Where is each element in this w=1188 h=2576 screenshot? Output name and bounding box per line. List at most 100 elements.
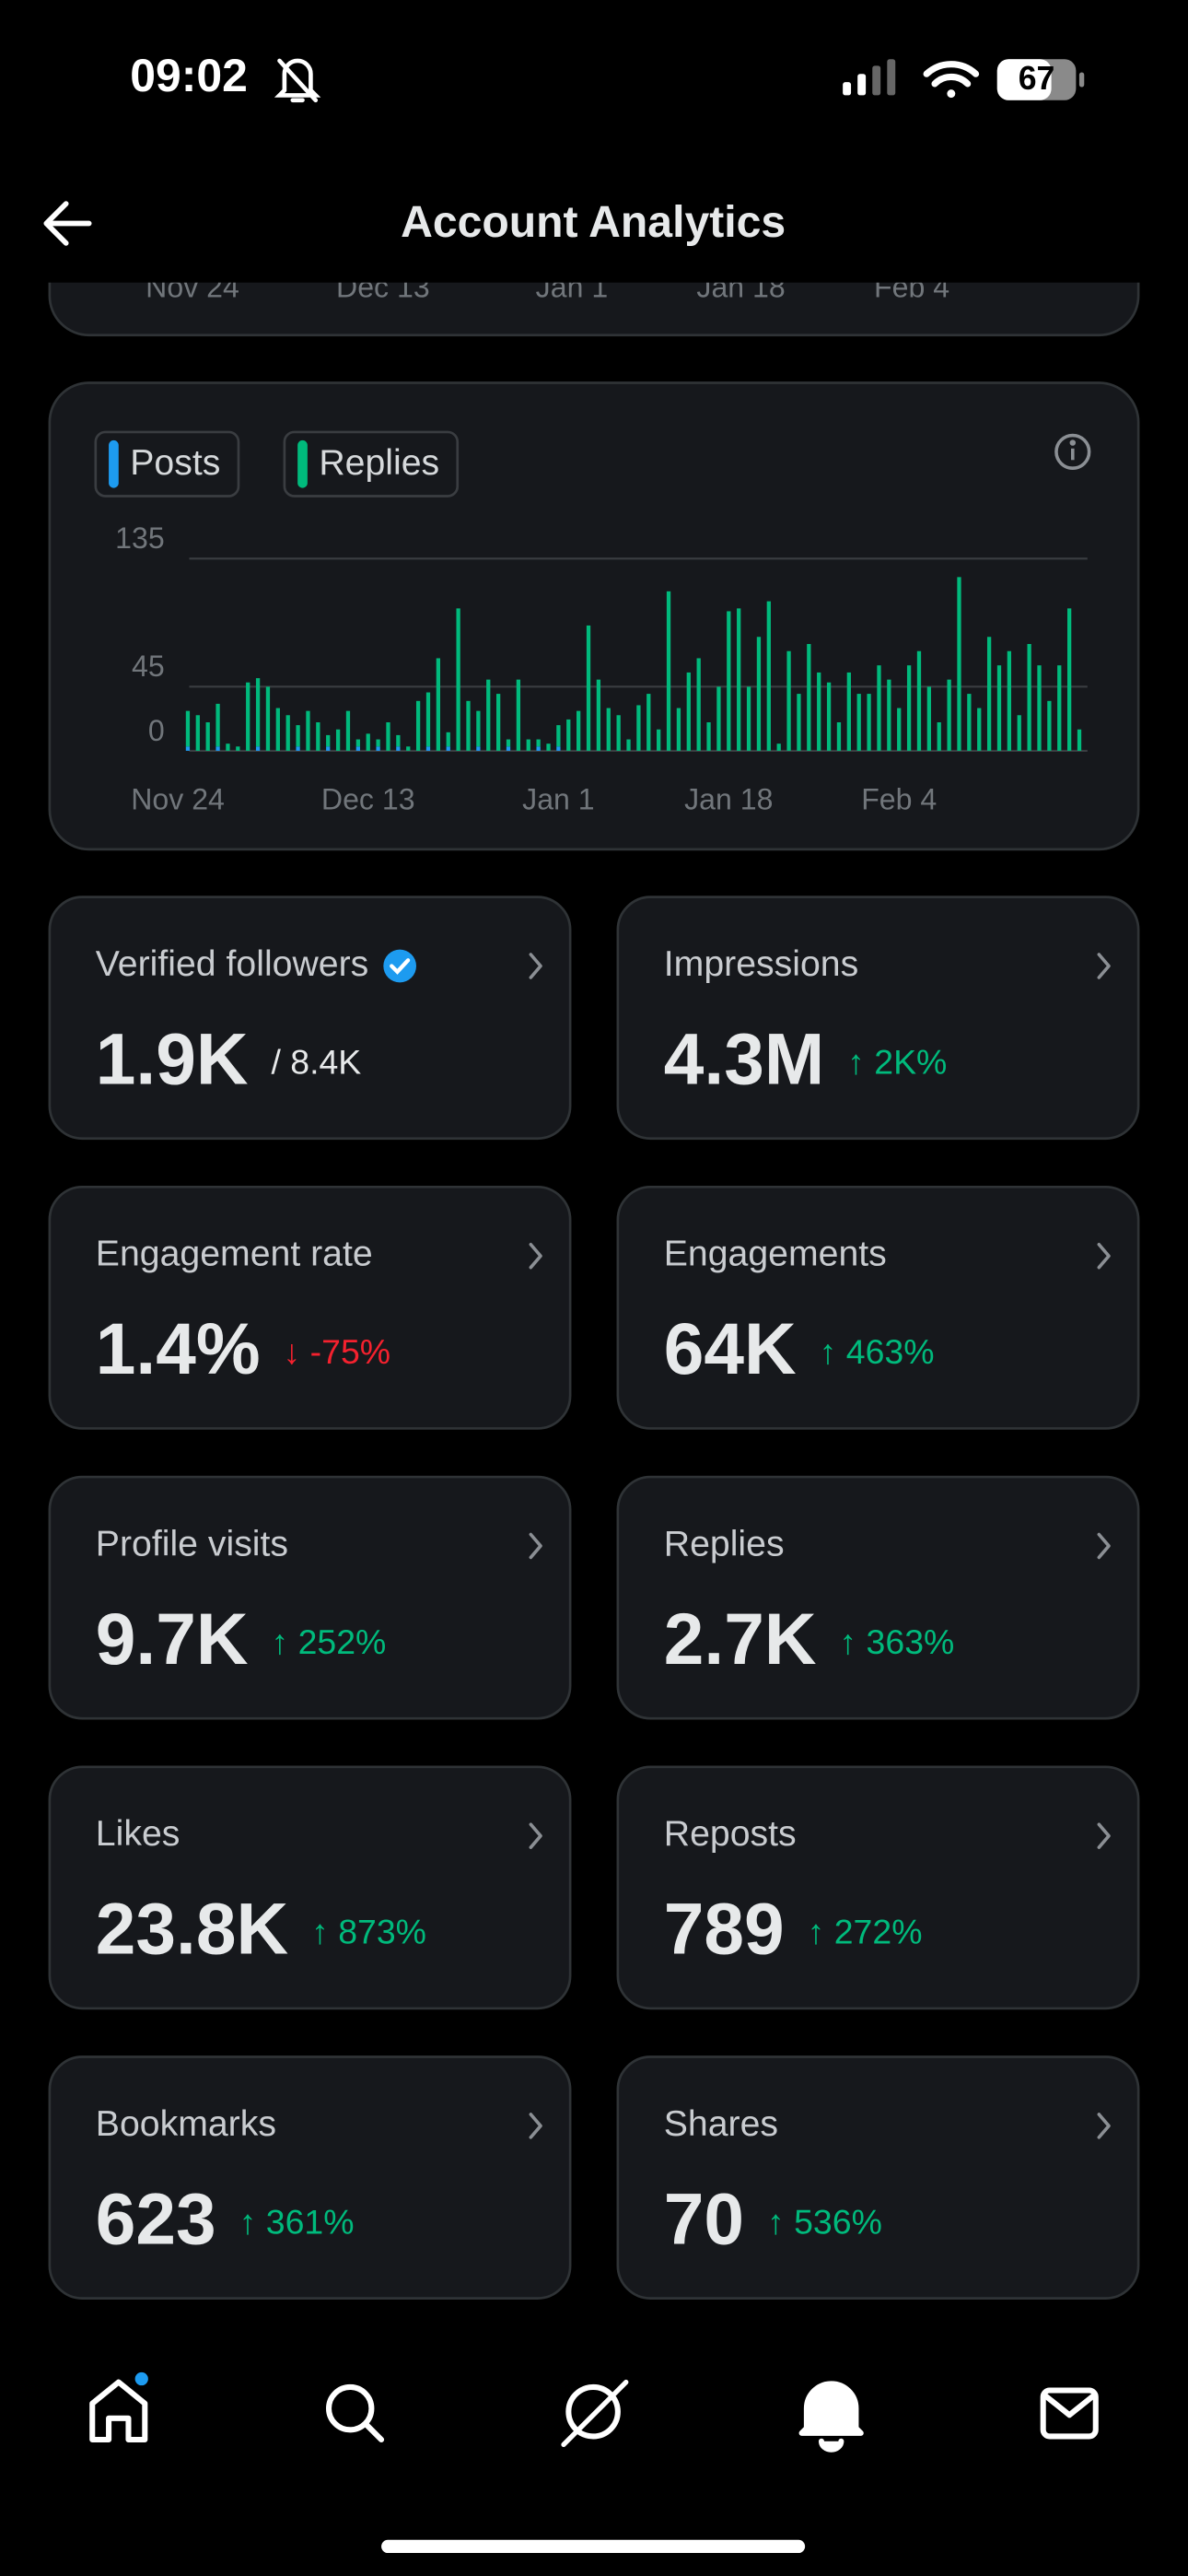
bar — [195, 715, 200, 751]
bar — [536, 746, 541, 751]
bar — [937, 721, 941, 751]
bar — [947, 679, 951, 751]
bar — [657, 729, 661, 751]
info-icon[interactable] — [1054, 433, 1091, 470]
stat-card[interactable]: Shares 70 ↑ 536% — [616, 2055, 1140, 2300]
bar — [386, 721, 390, 751]
legend-label: Replies — [319, 442, 439, 483]
bar — [215, 703, 220, 747]
card-label: Profile visits — [96, 1523, 288, 1563]
stat-card[interactable]: Engagement rate 1.4% ↓ -75% — [48, 1185, 572, 1430]
card-value: 789 — [664, 1888, 785, 1969]
card-label: Shares — [664, 2103, 778, 2144]
bar — [786, 650, 791, 751]
bar — [296, 746, 300, 751]
bar — [425, 692, 431, 747]
bar — [606, 708, 611, 751]
bar — [326, 746, 331, 751]
card-change: ↑ 463% — [820, 1332, 935, 1371]
bar — [506, 746, 511, 751]
bar — [376, 746, 380, 751]
card-change: ↑ 252% — [271, 1622, 386, 1661]
battery-level: 67 — [1019, 60, 1055, 97]
legend-swatch — [109, 439, 119, 488]
stat-card[interactable]: Impressions 4.3M ↑ 2K% — [616, 896, 1140, 1141]
bar — [255, 746, 261, 751]
card-value: 1.9K — [96, 1018, 249, 1099]
chevron — [1097, 953, 1111, 979]
messages-tab[interactable] — [1040, 2387, 1099, 2440]
chevron — [529, 1242, 542, 1270]
bar — [466, 700, 471, 751]
verified-badge — [383, 949, 416, 983]
bar — [867, 694, 871, 751]
chevron — [1097, 2113, 1111, 2139]
stat-card[interactable]: Verified followers 1.9K / 8.4K — [48, 896, 572, 1141]
stat-card[interactable]: Likes 23.8K ↑ 873% — [48, 1765, 572, 2010]
search-tab[interactable] — [325, 2383, 385, 2443]
verified-check — [390, 958, 411, 975]
card-bg — [48, 1765, 572, 2010]
stat-card[interactable]: Engagements 64K ↑ 463% — [616, 1185, 1140, 1430]
home-tab[interactable] — [89, 2369, 152, 2443]
bar — [616, 715, 621, 751]
card-value-line: 623 ↑ 361% — [96, 2178, 355, 2259]
bar — [265, 686, 271, 751]
card-value-line: 23.8K ↑ 873% — [96, 1888, 426, 1969]
bar — [495, 694, 501, 751]
stat-cards: Verified followers 1.9K / 8.4K Impressions 4… — [48, 896, 1140, 2300]
chart-card: Posts Replies 0 45 135 Nov 24 Dec 13 Jan 1 Jan 1… — [48, 381, 1140, 851]
card-value: 23.8K — [96, 1888, 288, 1969]
bar — [226, 744, 230, 751]
bar — [516, 679, 521, 751]
bar — [396, 734, 401, 747]
card-value-line: 2.7K ↑ 363% — [664, 1598, 955, 1680]
bar — [406, 746, 411, 751]
bar — [506, 739, 511, 747]
card-value: 623 — [96, 2178, 216, 2259]
card-bg — [616, 1765, 1140, 2010]
bar — [296, 725, 300, 747]
legend-item[interactable]: Posts — [94, 430, 240, 498]
bar — [737, 608, 741, 751]
stat-card[interactable]: Bookmarks 623 ↑ 361% — [48, 2055, 572, 2300]
bar — [996, 665, 1002, 751]
silent-icon — [274, 58, 321, 103]
stat-card[interactable]: Reposts 789 ↑ 272% — [616, 1765, 1140, 2010]
card-value: 1.4% — [96, 1308, 261, 1389]
bar — [727, 611, 731, 751]
bar — [926, 686, 931, 751]
bar — [396, 746, 401, 751]
chevron — [1097, 1532, 1111, 1560]
bar — [957, 577, 961, 751]
card-value-line: 70 ↑ 536% — [664, 2178, 882, 2259]
back-button[interactable] — [43, 201, 92, 246]
bar — [215, 746, 220, 751]
card-label: Impressions — [664, 943, 858, 984]
notifications-tab[interactable] — [798, 2381, 864, 2453]
card-change: ↑ 2K% — [847, 1042, 947, 1081]
bar — [355, 739, 360, 747]
bar — [1007, 650, 1012, 751]
bar — [236, 746, 240, 751]
bar — [626, 739, 631, 751]
card-value-line: 789 ↑ 272% — [664, 1888, 923, 1969]
bar — [556, 725, 561, 747]
header-bg — [0, 0, 1188, 283]
bar — [586, 625, 591, 751]
bar — [817, 672, 821, 751]
stat-card[interactable]: Profile visits 9.7K ↑ 252% — [48, 1475, 572, 1720]
stat-card[interactable]: Replies 2.7K ↑ 363% — [616, 1475, 1140, 1720]
card-bg — [48, 1185, 572, 1430]
bar — [676, 708, 681, 751]
card-value-line: 1.9K / 8.4K — [96, 1018, 361, 1099]
bar — [566, 719, 571, 751]
legend-item[interactable]: Replies — [283, 430, 460, 498]
grok-tab[interactable] — [561, 2379, 629, 2448]
bar — [476, 710, 481, 747]
bar — [846, 672, 851, 751]
status-time: 09:02 — [130, 50, 248, 101]
bar — [246, 682, 250, 751]
bar — [877, 665, 881, 751]
